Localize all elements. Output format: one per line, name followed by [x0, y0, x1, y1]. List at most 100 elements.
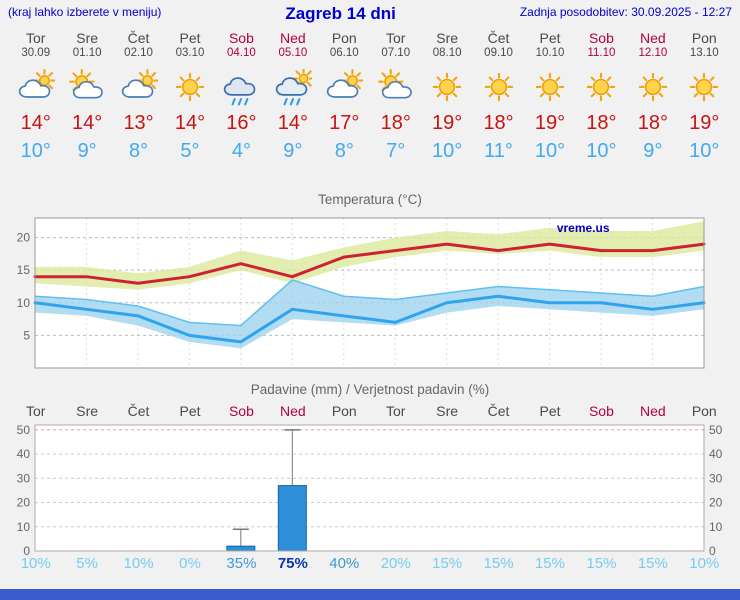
day-date: 04.10	[227, 47, 256, 60]
day-date: 30.09	[21, 47, 51, 60]
precip-day-label: Pon	[331, 403, 357, 420]
temp-min: 7°	[386, 140, 406, 163]
precip-day-label: Pet	[179, 403, 201, 420]
day-name: Ned	[280, 30, 306, 46]
day-column-04.10: Sob 04.10 16° 4°	[216, 30, 267, 162]
temp-min: 10°	[689, 140, 720, 163]
temp-min: 11°	[484, 140, 513, 163]
svg-text:20: 20	[17, 231, 31, 245]
precip-day-label: Čet	[127, 403, 150, 420]
precip-day-label: Pet	[539, 403, 561, 420]
day-column-09.10: Čet 09.10 18° 11°	[473, 30, 524, 162]
day-column-11.10: Sob 11.10 18° 10°	[576, 30, 627, 162]
precip-probability: 0%	[179, 555, 201, 573]
weather-icon-sun	[524, 67, 575, 109]
sun-icon	[432, 72, 462, 102]
day-column-05.10: Ned 05.10 14° 9°	[267, 30, 318, 162]
svg-text:10: 10	[17, 520, 31, 534]
weather-icon-sun	[627, 67, 678, 109]
day-name: Čet	[127, 30, 150, 46]
sun-icon	[535, 72, 565, 102]
temp-min: 4°	[231, 140, 251, 163]
precip-day-label-row: Tor Sre Čet Pet Sob Ned Pon Tor Sre Čet Pet Sob Ned P…	[0, 403, 740, 419]
temp-min: 10°	[20, 140, 51, 163]
precip-probability: 5%	[76, 555, 98, 573]
temperature-chart: 5 10 15 20 vreme.us	[17, 217, 706, 369]
temp-max: 19°	[689, 112, 720, 135]
day-date: 10.10	[535, 47, 565, 60]
precip-day-label: Sre	[436, 403, 459, 420]
weather-icon-sun	[576, 67, 627, 109]
day-column-12.10: Ned 12.10 18° 9°	[627, 30, 678, 162]
precip-probability: 10%	[20, 555, 51, 573]
day-date: 06.10	[329, 47, 359, 60]
day-column-01.10: Sre 01.10 14° 9°	[61, 30, 112, 162]
svg-text:10: 10	[17, 296, 31, 310]
svg-text:50: 50	[17, 423, 31, 437]
temp-max: 18°	[483, 112, 514, 135]
weather-icon-cloud-sun	[10, 67, 61, 109]
temp-min: 9°	[77, 140, 97, 163]
svg-text:5: 5	[23, 329, 30, 343]
weather-icon-sun-cloud	[370, 67, 421, 109]
svg-text:30: 30	[17, 472, 31, 486]
precipitation-chart: 0 0 10 10 20 20 30 30 40 40 50 50	[17, 423, 723, 555]
precip-probability: 35%	[226, 555, 257, 573]
day-name: Sob	[588, 30, 614, 46]
precip-probability: 20%	[380, 555, 411, 573]
precip-probability: 40%	[329, 555, 360, 573]
day-name: Sre	[436, 30, 459, 46]
temp-max: 14°	[20, 112, 51, 135]
precip-probability: 75%	[277, 555, 308, 573]
temp-min: 5°	[180, 140, 200, 163]
temp-min: 8°	[129, 140, 149, 163]
day-date: 07.10	[381, 47, 411, 60]
day-date: 13.10	[689, 47, 719, 60]
temp-min: 10°	[586, 140, 617, 163]
precip-probability: 10%	[123, 555, 154, 573]
weather-icon-sun	[473, 67, 524, 109]
weather-icon-sun	[421, 67, 472, 109]
precip-probability: 10%	[689, 555, 720, 573]
day-column-07.10: Tor 07.10 18° 7°	[370, 30, 421, 162]
svg-text:30: 30	[709, 472, 723, 486]
weather-icon-sun	[679, 67, 730, 109]
precip-probability: 15%	[432, 555, 463, 573]
precip-day-label: Tor	[385, 403, 406, 420]
precip-day-label: Čet	[487, 403, 510, 420]
temp-max: 18°	[380, 112, 411, 135]
day-date: 02.10	[124, 47, 153, 60]
day-name: Pet	[179, 30, 201, 46]
day-name: Sob	[228, 30, 254, 46]
day-column-06.10: Pon 06.10 17° 8°	[319, 30, 370, 162]
sun-cloud-icon	[69, 69, 103, 99]
precipitation-chart-title: Padavine (mm) / Verjetnost padavin (%)	[250, 382, 490, 398]
temp-min: 10°	[534, 140, 566, 163]
sun-cloud-icon	[377, 69, 412, 99]
day-name: Tor	[25, 30, 46, 46]
day-column-08.10: Sre 08.10 19° 10°	[421, 30, 472, 162]
temp-max: 19°	[534, 112, 566, 135]
precip-day-label: Tor	[25, 403, 46, 420]
weather-icon-cloud-sun	[113, 67, 164, 109]
temp-max: 18°	[637, 112, 668, 135]
page-title: Zagreb 14 dni	[285, 4, 396, 23]
precip-day-label: Sob	[228, 403, 254, 420]
footer-bar	[0, 589, 740, 600]
svg-text:40: 40	[17, 448, 31, 462]
weather-icon-rain	[216, 67, 267, 109]
svg-text:20: 20	[17, 496, 31, 510]
temp-min: 9°	[643, 140, 663, 163]
day-date: 09.10	[484, 47, 513, 60]
precip-probability-row: 10% 5% 10% 0% 35% 75% 40% 20% 15% 15% 15% 15% 15% 10%	[0, 556, 740, 573]
temp-min: 10°	[432, 140, 463, 163]
day-column-13.10: Pon 13.10 19° 10°	[679, 30, 730, 162]
day-date: 08.10	[432, 47, 462, 60]
weather-icon-cloud-sun	[319, 67, 370, 109]
day-name: Pet	[539, 30, 561, 46]
day-date: 03.10	[175, 47, 205, 60]
precip-day-label: Pon	[691, 403, 717, 420]
header: (kraj lahko izberete v meniju) Zagreb 14…	[0, 0, 740, 27]
precip-probability: 15%	[483, 555, 514, 573]
day-column-30.09: Tor 30.09 14° 10°	[10, 30, 61, 162]
